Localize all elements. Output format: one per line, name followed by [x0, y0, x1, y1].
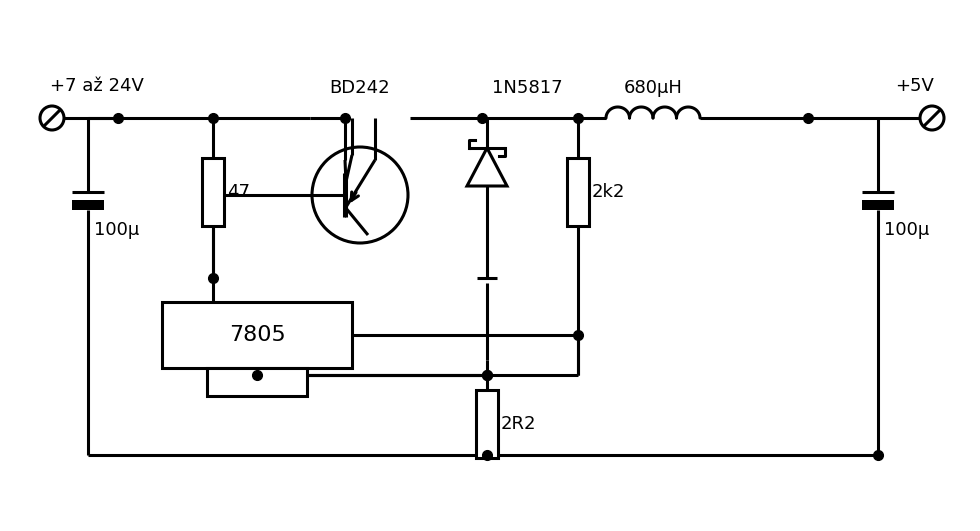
Bar — [476, 390, 498, 458]
Text: 2R2: 2R2 — [501, 415, 536, 433]
Text: 100μ: 100μ — [94, 221, 139, 239]
Text: 47: 47 — [227, 183, 250, 201]
Bar — [202, 158, 224, 226]
Text: +5V: +5V — [895, 77, 934, 95]
Bar — [72, 200, 104, 210]
Bar — [862, 200, 894, 210]
Text: 7805: 7805 — [228, 325, 285, 345]
Polygon shape — [467, 148, 507, 186]
Text: 2k2: 2k2 — [592, 183, 625, 201]
Bar — [567, 158, 589, 226]
Text: BD242: BD242 — [329, 79, 390, 97]
Text: 1N5817: 1N5817 — [492, 79, 563, 97]
Text: 680μH: 680μH — [623, 79, 682, 97]
Bar — [207, 368, 307, 396]
Text: +7 až 24V: +7 až 24V — [50, 77, 144, 95]
Bar — [162, 302, 352, 368]
Text: 100μ: 100μ — [884, 221, 929, 239]
